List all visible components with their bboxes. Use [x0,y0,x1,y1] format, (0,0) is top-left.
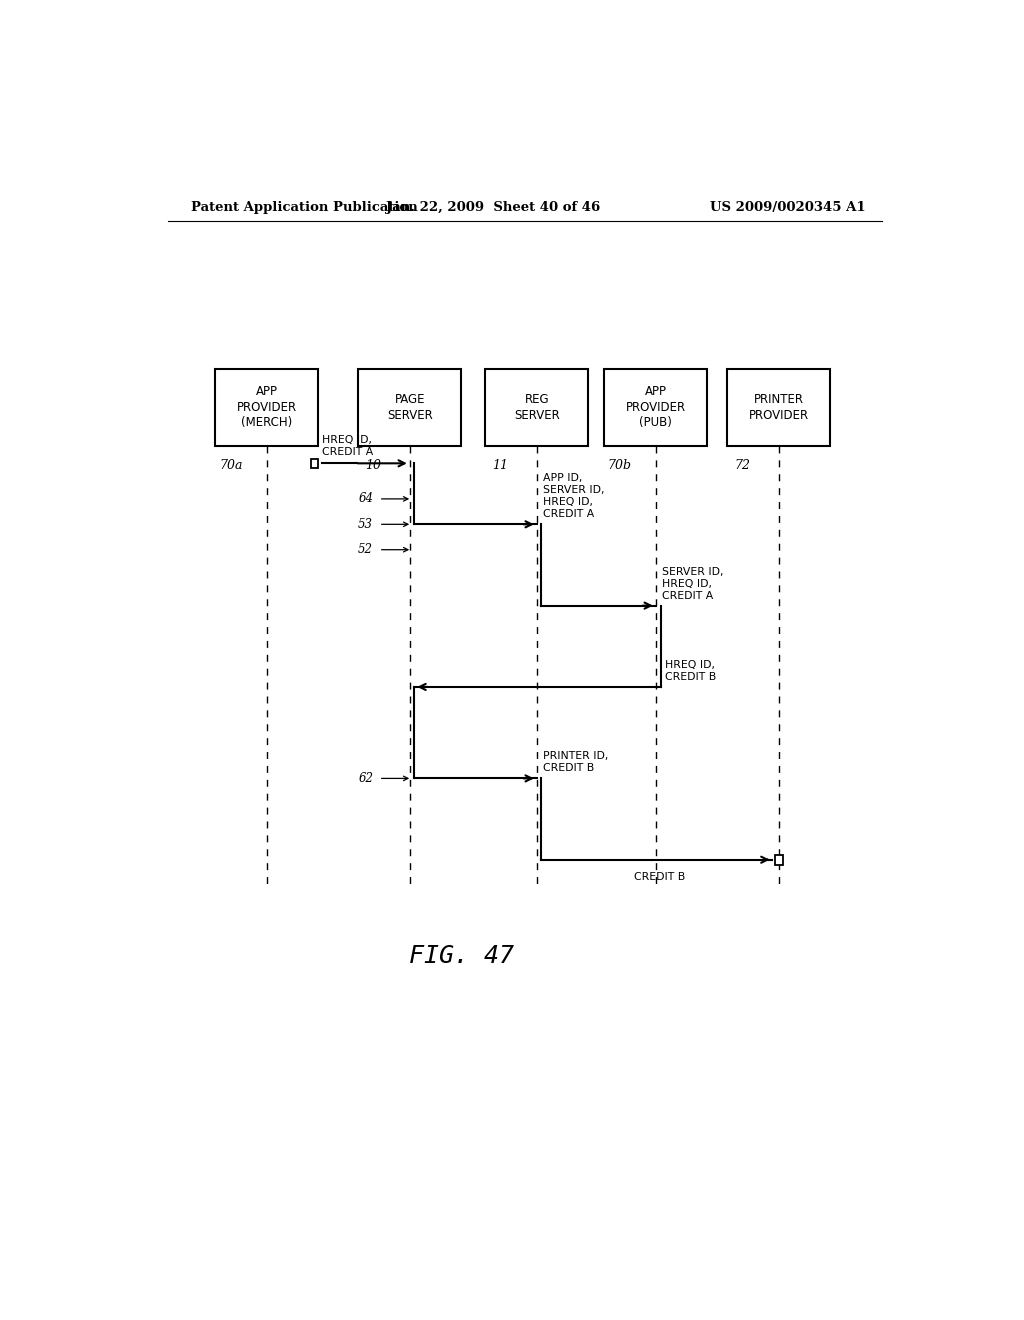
Text: 11: 11 [493,459,509,471]
Text: Patent Application Publication: Patent Application Publication [191,201,418,214]
Text: HREQ ID,
CREDIT A: HREQ ID, CREDIT A [323,436,374,457]
Text: 64: 64 [358,492,373,506]
Text: 53: 53 [358,517,373,531]
Text: PRINTER
PROVIDER: PRINTER PROVIDER [749,393,809,421]
Bar [485,370,588,446]
Text: 62: 62 [358,772,373,785]
Text: APP
PROVIDER
(PUB): APP PROVIDER (PUB) [626,385,686,429]
Bar [358,370,461,446]
Text: APP
PROVIDER
(MERCH): APP PROVIDER (MERCH) [237,385,297,429]
Text: US 2009/0020345 A1: US 2009/0020345 A1 [711,201,866,214]
Text: HREQ ID,
CREDIT B: HREQ ID, CREDIT B [666,660,717,682]
Bar [604,370,708,446]
Text: PRINTER ID,
CREDIT B: PRINTER ID, CREDIT B [543,751,608,774]
Text: CREDIT B: CREDIT B [635,873,686,882]
Text: REG
SERVER: REG SERVER [514,393,559,421]
Text: FIG. 47: FIG. 47 [409,944,514,969]
Text: PAGE
SERVER: PAGE SERVER [387,393,432,421]
Text: 72: 72 [734,459,751,471]
Bar [727,370,830,446]
Text: 52: 52 [358,544,373,556]
Text: Jan. 22, 2009  Sheet 40 of 46: Jan. 22, 2009 Sheet 40 of 46 [386,201,600,214]
Bar [311,459,318,467]
Bar [775,854,782,865]
Text: SERVER ID,
HREQ ID,
CREDIT A: SERVER ID, HREQ ID, CREDIT A [663,566,724,601]
Text: 70b: 70b [607,459,632,471]
Text: APP ID,
SERVER ID,
HREQ ID,
CREDIT A: APP ID, SERVER ID, HREQ ID, CREDIT A [543,474,604,519]
Text: 10: 10 [366,459,382,471]
Bar [215,370,318,446]
Text: 70a: 70a [219,459,243,471]
